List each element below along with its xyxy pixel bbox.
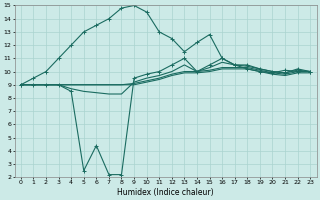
X-axis label: Humidex (Indice chaleur): Humidex (Indice chaleur) xyxy=(117,188,214,197)
